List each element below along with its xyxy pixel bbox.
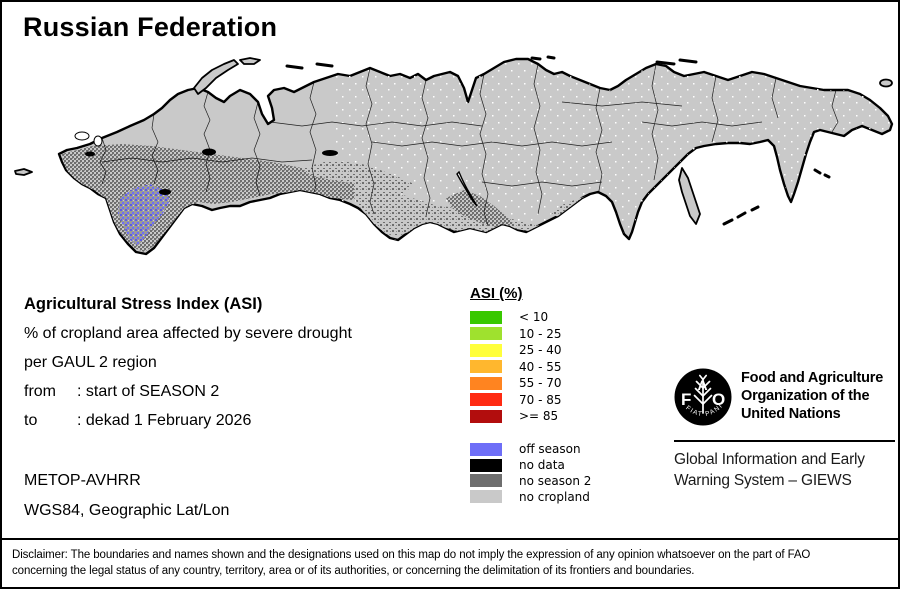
- fao-letter-a: A: [698, 377, 708, 393]
- legend-swatch: [470, 409, 502, 423]
- disclaimer: Disclaimer: The boundaries and names sho…: [2, 538, 898, 587]
- wrangel-island: [879, 78, 893, 88]
- asi-heading: Agricultural Stress Index (ASI): [24, 295, 263, 313]
- sensor-name: METOP-AVHRR: [24, 472, 141, 489]
- legend-extra: off season no data no season 2 no cropla…: [470, 442, 591, 505]
- legend-item: < 10: [470, 309, 591, 326]
- legend-swatch: [470, 360, 502, 374]
- legend-swatch: [470, 310, 502, 324]
- legend-item: 70 - 85: [470, 392, 591, 409]
- legend-item: 25 - 40: [470, 342, 591, 359]
- giews-name: Global Information and Early Warning Sys…: [674, 451, 865, 489]
- sakhalin: [678, 167, 701, 225]
- no-data-patches: [85, 148, 338, 195]
- legend-swatch: [470, 490, 502, 504]
- lakes: [74, 131, 478, 207]
- legend-item: no season 2: [470, 473, 591, 489]
- legend-swatch: [470, 442, 502, 456]
- fao-letter-o: O: [712, 390, 725, 409]
- legend-item: >= 85: [470, 408, 591, 425]
- period-from: from: start of SEASON 2: [24, 383, 220, 400]
- map-description: Agricultural Stress Index (ASI) % of cro…: [24, 290, 352, 435]
- disclaimer-line: Disclaimer: The boundaries and names sho…: [12, 549, 811, 561]
- fao-divider: [674, 440, 895, 442]
- legend-swatch: [470, 376, 502, 390]
- legend-swatch: [470, 393, 502, 407]
- legend-item: 40 - 55: [470, 359, 591, 376]
- legend-swatch: [470, 458, 502, 472]
- legend-item: off season: [470, 442, 591, 458]
- fao-logo-icon: F A O FIAT PANIS: [673, 367, 732, 426]
- admin-boundaries: [99, 63, 839, 227]
- off-season-region: [118, 184, 170, 246]
- small-islands: [285, 55, 831, 226]
- description-line: per GAUL 2 region: [24, 354, 157, 371]
- legend: ASI (%) < 10 10 - 25 25 - 40 40 - 55 55 …: [470, 285, 591, 505]
- period-to: to: dekad 1 February 2026: [24, 412, 252, 429]
- page-title: Russian Federation: [23, 12, 278, 42]
- fao-org-name: Food and Agriculture Organization of the…: [741, 370, 884, 422]
- disclaimer-line: concerning the legal status of any count…: [12, 565, 695, 577]
- legend-item: 10 - 25: [470, 326, 591, 343]
- projection-name: WGS84, Geographic Lat/Lon: [24, 502, 230, 519]
- fao-letter-f: F: [681, 390, 691, 409]
- description-line: % of cropland area affected by severe dr…: [24, 325, 352, 342]
- legend-title: ASI (%): [470, 285, 523, 302]
- legend-item: 55 - 70: [470, 375, 591, 392]
- legend-swatch: [470, 343, 502, 357]
- legend-swatch: [470, 327, 502, 341]
- legend-item: no cropland: [470, 489, 591, 505]
- islands: [14, 57, 893, 225]
- lake-baikal: [456, 170, 478, 207]
- kaliningrad: [14, 168, 33, 176]
- legend-swatch: [470, 474, 502, 488]
- legend-item: no data: [470, 457, 591, 473]
- novaya-zemlya: [193, 59, 239, 95]
- map-metadata: METOP-AVHRR WGS84, Geographic Lat/Lon: [24, 466, 229, 526]
- wheat-ear-icon: [693, 374, 713, 414]
